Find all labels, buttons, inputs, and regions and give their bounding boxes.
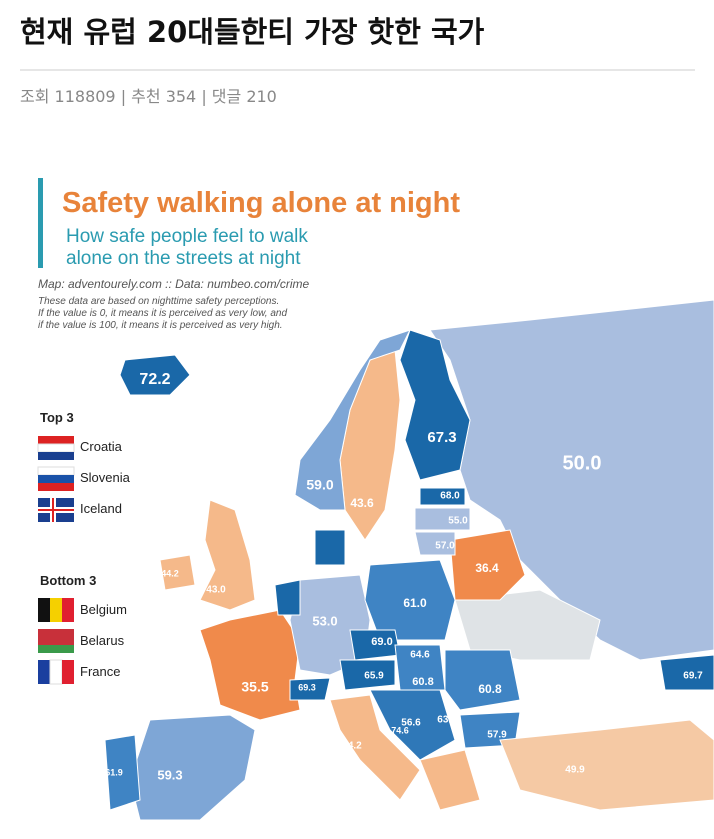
flag bbox=[50, 598, 62, 622]
country bbox=[444, 649, 521, 711]
flag bbox=[38, 645, 74, 653]
value-label: 72.2 bbox=[139, 371, 170, 388]
value-label: 55.0 bbox=[448, 516, 468, 527]
country bbox=[659, 654, 714, 691]
value-labels: 72.2 67.3 50.0 59.0 43.6 68.0 55.0 57.0 36.4 44.2… bbox=[105, 371, 703, 782]
legend-heading: Top 3 bbox=[40, 410, 74, 425]
map-title: Safety walking alone at night bbox=[62, 187, 460, 219]
value-label: 44.2 bbox=[342, 741, 362, 752]
value-label: 53.0 bbox=[312, 613, 337, 628]
value-label: 59.3 bbox=[157, 767, 182, 782]
flag bbox=[38, 629, 74, 645]
value-label: 74.6 bbox=[391, 725, 409, 735]
flag bbox=[38, 660, 50, 684]
country bbox=[339, 349, 401, 541]
legend-item: Croatia bbox=[80, 439, 123, 454]
value-label: 49.9 bbox=[565, 765, 585, 776]
country bbox=[339, 659, 396, 691]
legend-item: Belarus bbox=[80, 633, 125, 648]
value-label: 56.6 bbox=[401, 718, 421, 729]
country bbox=[274, 579, 301, 616]
value-label: 69.3 bbox=[298, 682, 316, 692]
flag bbox=[38, 452, 74, 460]
value-label: 69.7 bbox=[683, 671, 703, 682]
country bbox=[399, 329, 471, 481]
country bbox=[314, 529, 346, 566]
legend-item: Iceland bbox=[80, 501, 122, 516]
flag bbox=[38, 509, 74, 511]
value-label: 63.5 bbox=[437, 715, 457, 726]
value-label: 69.0 bbox=[371, 636, 392, 648]
value-label: 60.8 bbox=[478, 682, 502, 696]
value-label: 61.0 bbox=[403, 596, 427, 610]
flag bbox=[62, 598, 74, 622]
value-label: 36.4 bbox=[475, 561, 499, 575]
value-label: 67.3 bbox=[427, 429, 456, 446]
country bbox=[129, 714, 256, 821]
country bbox=[159, 554, 196, 591]
country bbox=[199, 499, 256, 611]
flag bbox=[62, 660, 74, 684]
flag bbox=[38, 436, 74, 444]
country bbox=[364, 559, 456, 641]
flag bbox=[38, 483, 74, 491]
value-label: 44.2 bbox=[161, 568, 179, 578]
value-label: 65.9 bbox=[364, 671, 384, 682]
map-note: These data are based on nighttime safety… bbox=[38, 296, 279, 307]
country bbox=[199, 609, 301, 721]
legend-item: France bbox=[80, 664, 120, 679]
flag bbox=[38, 475, 74, 483]
flag bbox=[37, 443, 75, 453]
country bbox=[414, 507, 471, 531]
map-subtitle: How safe people feel to walk bbox=[66, 226, 308, 247]
country bbox=[449, 529, 526, 601]
value-label: 50.0 bbox=[563, 452, 602, 474]
value-label: 57.0 bbox=[435, 541, 455, 552]
map bbox=[104, 299, 714, 821]
value-label: 60.8 bbox=[412, 676, 433, 688]
value-label: 61.9 bbox=[105, 767, 123, 777]
legend-item: Belgium bbox=[80, 602, 127, 617]
map-subtitle: alone on the streets at night bbox=[66, 248, 301, 269]
post-title: 현재 유럽 20대들한티 가장 핫한 국가 bbox=[20, 15, 485, 49]
post-meta: 조회 118809 | 추천 354 | 댓글 210 bbox=[20, 87, 277, 106]
flag bbox=[38, 598, 50, 622]
value-label: 35.5 bbox=[241, 679, 268, 695]
country bbox=[419, 487, 466, 506]
country bbox=[289, 677, 331, 701]
value-label: 43.6 bbox=[350, 496, 374, 510]
map-source: Map: adventourely.com :: Data: numbeo.co… bbox=[38, 277, 310, 291]
country bbox=[369, 689, 456, 761]
flag bbox=[37, 466, 75, 476]
value-label: 64.6 bbox=[410, 650, 430, 661]
map-note: if the value is 100, it means it is perc… bbox=[38, 320, 283, 331]
value-label: 59.0 bbox=[306, 477, 333, 493]
flag bbox=[49, 659, 63, 685]
legend-heading: Bottom 3 bbox=[40, 573, 96, 588]
legend-item: Slovenia bbox=[80, 470, 131, 485]
value-label: 43.0 bbox=[206, 585, 226, 596]
country bbox=[499, 719, 714, 811]
map-note: If the value is 0, it means it is percei… bbox=[38, 308, 287, 319]
accent-bar bbox=[38, 178, 43, 268]
value-label: 57.9 bbox=[487, 730, 507, 741]
country bbox=[119, 354, 191, 396]
country bbox=[414, 531, 456, 556]
country bbox=[294, 329, 411, 511]
value-label: 68.0 bbox=[440, 491, 460, 502]
country bbox=[329, 694, 421, 801]
country bbox=[419, 749, 481, 811]
country bbox=[104, 734, 141, 811]
